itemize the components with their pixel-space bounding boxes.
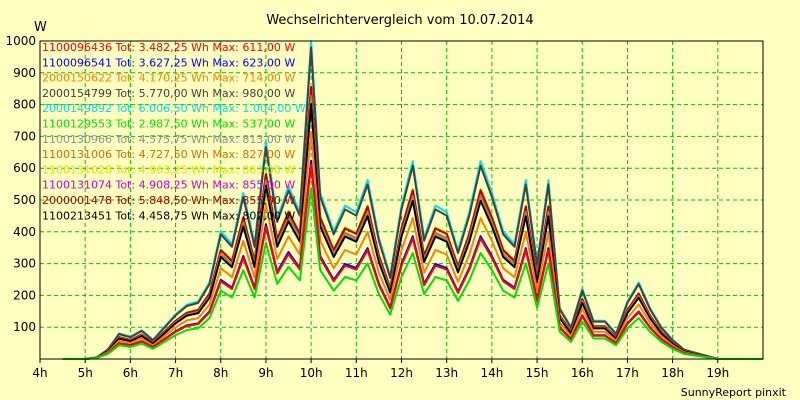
x-tick-label: 10h (300, 366, 323, 380)
legend-entry-1100131006: 1100131006 Tot: 4.727,50 Wh Max: 827,00 … (42, 148, 295, 161)
legend-entry-1100130966: 1100130966 Tot: 4.575,75 Wh Max: 813,00 … (42, 133, 295, 146)
x-tick-label: 12h (390, 366, 413, 380)
y-tick-label: 700 (13, 129, 36, 143)
legend-entry-2000154799: 2000154799 Tot: 5.770,00 Wh Max: 980,00 … (42, 87, 295, 100)
y-tick-label: 300 (13, 257, 36, 271)
x-tick-label: 18h (661, 366, 684, 380)
x-tick-label: 4h (32, 366, 47, 380)
chart-title: Wechselrichtervergleich vom 10.07.2014 (266, 13, 533, 28)
y-tick-label: 900 (13, 66, 36, 80)
series-line-1100096436 (62, 163, 763, 360)
y-tick-label: 800 (13, 98, 36, 112)
x-tick-label: 17h (616, 366, 639, 380)
x-tick-label: 5h (78, 366, 93, 380)
footer-credit: SunnyReport pinxit (681, 386, 787, 399)
legend-entry-1100096541: 1100096541 Tot: 3.627,25 Wh Max: 623,00 … (42, 56, 295, 69)
legend-entry-1100131074: 1100131074 Tot: 4.908,25 Wh Max: 855,00 … (42, 179, 295, 192)
x-tick-label: 16h (571, 366, 594, 380)
y-tick-label: 100 (13, 320, 36, 334)
legend-entry-1100096436: 1100096436 Tot: 3.482,25 Wh Max: 611,00 … (42, 41, 295, 54)
y-axis-label: W (34, 20, 47, 35)
y-tick-label: 600 (13, 161, 36, 175)
y-tick-label: 500 (13, 193, 36, 207)
legend-entry-2000150622: 2000150622 Tot: 4.170,25 Wh Max: 714,00 … (42, 72, 295, 85)
x-tick-label: 8h (213, 366, 228, 380)
legend-entry-1100213451: 1100213451 Tot: 4.458,75 Wh Max: 802,00 … (42, 209, 295, 222)
legend-entry-2000001478: 2000001478 Tot: 5.848,50 Wh Max: 855,00 … (42, 194, 295, 207)
y-axis-ticks: 100 200 300 400 500 600 700 800 900 1000 (5, 34, 36, 334)
y-tick-label: 400 (13, 225, 36, 239)
x-tick-label: 7h (168, 366, 183, 380)
x-tick-label: 13h (435, 366, 458, 380)
series-line-1100213451 (62, 103, 763, 360)
series-line-1100129553 (62, 187, 763, 360)
x-tick-label: 11h (345, 366, 368, 380)
series-line-2000154799 (62, 46, 763, 360)
x-tick-label: 19h (706, 366, 729, 380)
grid (40, 40, 763, 359)
legend-entry-1100129553: 1100129553 Tot: 2.987,50 Wh Max: 537,00 … (42, 118, 295, 131)
legend-entry-2000149892: 2000149892 Tot: 6.006,50 Wh Max: 1.004,0… (42, 102, 306, 115)
x-tick-label: 15h (526, 366, 549, 380)
series-lines (62, 40, 763, 360)
x-tick-label: 6h (123, 366, 138, 380)
x-tick-label: 9h (258, 366, 273, 380)
x-axis-ticks: 4h 5h 6h 7h 8h 9h 10h 11h 12h 13h 14h 15h 16h 17h 18h 1… (32, 359, 729, 380)
x-tick-label: 14h (480, 366, 503, 380)
legend: 1100096436 Tot: 3.482,25 Wh Max: 611,00 … (42, 41, 306, 222)
y-tick-label: 200 (13, 288, 36, 302)
y-tick-label: 1000 (5, 34, 36, 48)
legend-entry-1100131028: 1100131028 Tot: 4.963,25 Wh Max: 863,00 … (42, 163, 295, 176)
series-line-2000150622 (62, 130, 763, 360)
